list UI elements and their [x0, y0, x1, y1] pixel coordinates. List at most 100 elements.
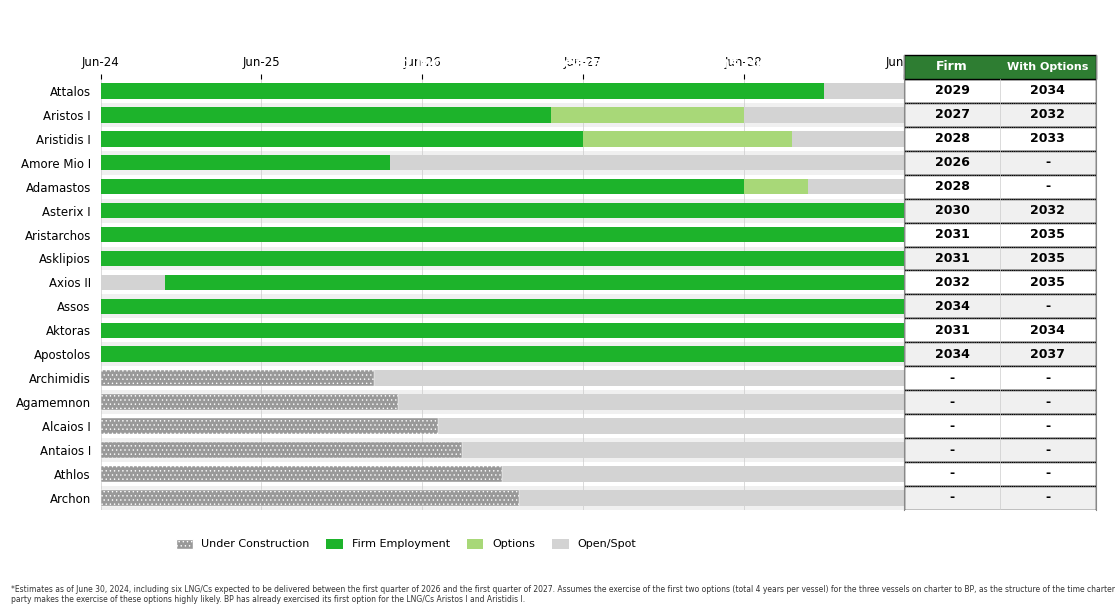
Text: 2026: 2026	[935, 156, 969, 169]
Bar	[101, 203, 904, 219]
Bar	[101, 490, 519, 506]
FancyBboxPatch shape	[904, 294, 1096, 318]
Text: 2031: 2031	[935, 228, 969, 241]
Bar	[101, 414, 904, 438]
Text: 2032: 2032	[1031, 204, 1065, 217]
Bar	[101, 198, 904, 223]
Text: 2029: 2029	[935, 84, 969, 97]
Bar	[101, 366, 904, 390]
Bar	[101, 179, 743, 194]
Text: Firm: Firm	[936, 61, 968, 73]
Bar	[101, 395, 904, 410]
Bar	[101, 179, 904, 194]
Text: -: -	[1045, 492, 1051, 504]
Bar	[101, 131, 904, 146]
Bar	[582, 131, 792, 146]
Text: 2034: 2034	[935, 348, 969, 361]
Bar	[101, 203, 904, 219]
Bar	[101, 294, 904, 318]
FancyBboxPatch shape	[904, 271, 1096, 294]
Text: -: -	[1045, 180, 1051, 193]
Text: 2030: 2030	[935, 204, 969, 217]
Bar	[101, 175, 904, 198]
Text: -: -	[949, 419, 955, 433]
FancyBboxPatch shape	[904, 246, 1096, 271]
Bar	[101, 251, 904, 266]
Bar	[101, 299, 904, 314]
Bar	[101, 466, 904, 482]
Bar	[165, 274, 904, 290]
Bar	[101, 223, 904, 246]
Bar	[101, 103, 904, 127]
Text: 2037: 2037	[1031, 348, 1065, 361]
Text: 2034: 2034	[1031, 84, 1065, 97]
Bar	[101, 466, 502, 482]
Bar	[101, 390, 904, 414]
Text: 2031: 2031	[935, 252, 969, 265]
FancyBboxPatch shape	[904, 79, 1096, 103]
Text: -: -	[1045, 396, 1051, 409]
FancyBboxPatch shape	[904, 103, 1096, 127]
Bar	[101, 227, 904, 242]
FancyBboxPatch shape	[904, 127, 1096, 151]
Bar	[101, 251, 904, 266]
Bar	[101, 274, 904, 290]
Bar	[101, 151, 904, 175]
Bar	[101, 79, 904, 103]
Bar	[101, 462, 904, 486]
Text: -: -	[949, 467, 955, 481]
FancyBboxPatch shape	[904, 366, 1096, 390]
Bar	[101, 443, 904, 458]
Text: 2035: 2035	[1031, 252, 1065, 265]
FancyBboxPatch shape	[904, 223, 1096, 246]
FancyBboxPatch shape	[904, 414, 1096, 438]
FancyBboxPatch shape	[904, 390, 1096, 414]
Bar	[101, 438, 904, 462]
Bar	[101, 107, 551, 123]
FancyBboxPatch shape	[904, 486, 1096, 510]
Bar	[551, 107, 743, 123]
Bar	[101, 418, 904, 434]
Text: -: -	[1045, 419, 1051, 433]
Bar	[101, 370, 904, 386]
Text: 2034: 2034	[935, 300, 969, 313]
FancyBboxPatch shape	[904, 198, 1096, 223]
Bar	[101, 347, 904, 362]
Text: 2028: 2028	[935, 132, 969, 145]
Bar	[101, 318, 904, 342]
Bar	[743, 179, 808, 194]
Text: 2028: 2028	[935, 180, 969, 193]
FancyBboxPatch shape	[904, 55, 1096, 79]
Bar	[101, 83, 824, 99]
Bar	[101, 131, 582, 146]
Bar	[101, 322, 904, 338]
Legend: Under Construction, Firm Employment, Options, Open/Spot: Under Construction, Firm Employment, Opt…	[171, 534, 641, 554]
Text: -: -	[1045, 467, 1051, 481]
Bar	[101, 370, 373, 386]
Bar	[101, 299, 904, 314]
Text: 2031: 2031	[935, 324, 969, 337]
Text: -: -	[1045, 371, 1051, 385]
Text: 2027: 2027	[935, 108, 969, 121]
Bar	[101, 486, 904, 510]
Text: 2032: 2032	[1031, 108, 1065, 121]
Bar	[101, 155, 390, 171]
Text: 2033: 2033	[1031, 132, 1065, 145]
Text: -: -	[1045, 300, 1051, 313]
Bar	[101, 127, 904, 151]
Text: -: -	[949, 396, 955, 409]
Bar	[101, 107, 904, 123]
Text: -: -	[949, 444, 955, 456]
Text: 2034: 2034	[1031, 324, 1065, 337]
FancyBboxPatch shape	[904, 318, 1096, 342]
Bar	[101, 227, 904, 242]
Text: -: -	[949, 371, 955, 385]
Bar	[101, 83, 904, 99]
Text: 2035: 2035	[1031, 228, 1065, 241]
Text: -: -	[949, 492, 955, 504]
Bar	[101, 342, 904, 366]
Bar	[101, 155, 904, 171]
Text: -: -	[1045, 156, 1051, 169]
Bar	[101, 395, 398, 410]
Bar	[101, 443, 462, 458]
